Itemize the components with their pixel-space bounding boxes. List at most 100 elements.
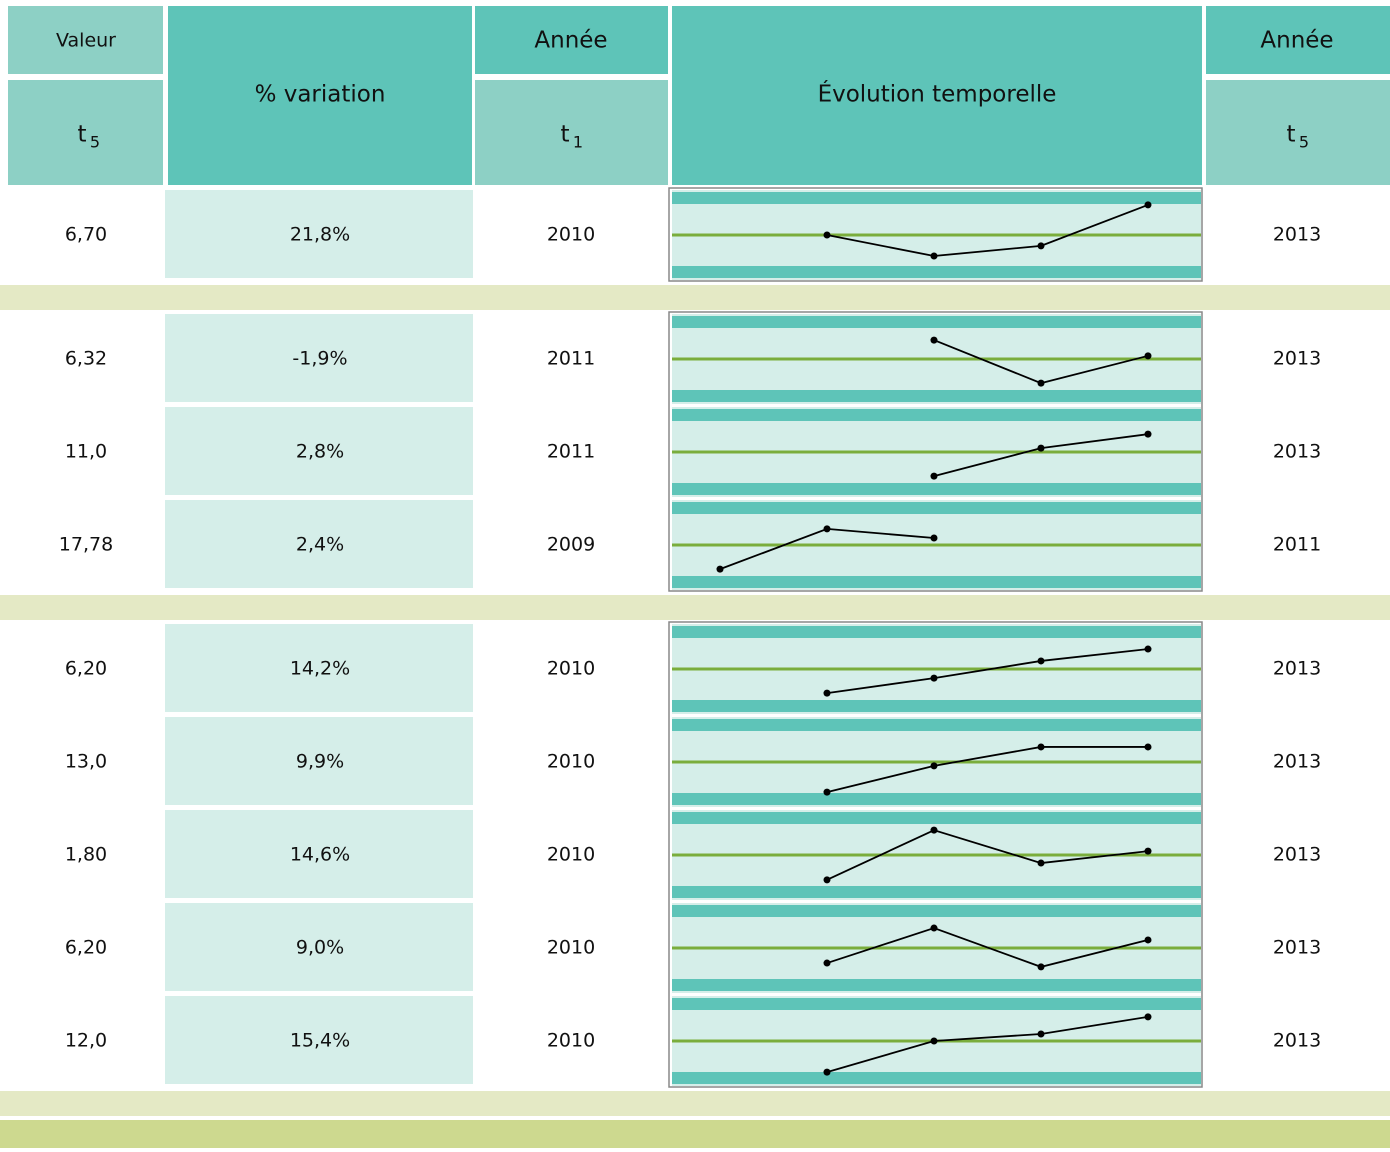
variation-cell [165,903,473,991]
cell-text: 9,0% [296,937,344,959]
header-sub: 5 [1299,133,1309,152]
cell-text: 2013 [1273,844,1321,866]
cell-text: 6,20 [65,658,107,680]
cell-text: 2013 [1273,751,1321,773]
cell-text: 17,78 [59,534,113,556]
cell-text: 6,20 [65,937,107,959]
spark-point [1144,936,1152,944]
spark-point [1144,847,1152,855]
cell-text: 2010 [547,1030,595,1052]
spark-point [1037,242,1045,250]
header-cell [1206,6,1390,74]
cell-text: 2010 [547,844,595,866]
spark-band [672,390,1201,402]
cell-text: 2009 [547,534,595,556]
spark-point [1144,430,1152,438]
header-text: t [77,122,86,148]
cell-text: 2013 [1273,441,1321,463]
header-text: Évolution temporelle [818,80,1057,108]
spark-band [672,886,1201,898]
spark-line [826,927,1149,968]
cell-text: 2013 [1273,1030,1321,1052]
spark-point [930,762,938,770]
header-cell [8,80,163,185]
variation-cell [165,314,473,402]
spark-point [930,924,938,932]
footer-band [0,1120,1390,1148]
spark-band [672,266,1201,278]
header-text: Valeur [56,30,116,52]
spark-point [930,472,938,480]
header-cell [168,6,472,185]
spark-point [930,674,938,682]
spark-point [823,689,831,697]
separator-band [0,285,1390,310]
spark-line [826,746,1148,793]
variation-cell [165,407,473,495]
header-text: Année [534,28,607,54]
spark-line [826,829,1149,881]
spark-point [1037,379,1045,387]
cell-text: 15,4% [290,1030,350,1052]
cell-text: 2011 [1273,534,1321,556]
header-sub: 1 [573,133,583,152]
spark-border [668,311,1203,592]
variation-cell [165,810,473,898]
header-text: Année [1260,28,1333,54]
header-text: t [560,122,569,148]
spark-point [1037,1030,1045,1038]
spark-point [1144,645,1152,653]
spark-band [672,483,1201,495]
spark-band [672,576,1201,588]
header-cell [1206,80,1390,185]
spark-band [672,812,1201,824]
cell-text: 2010 [547,658,595,680]
spark-point [1144,352,1152,360]
cell-text: 2011 [547,441,595,463]
header-cell [8,6,163,74]
cell-text: 14,6% [290,844,350,866]
spark-point [823,1068,831,1076]
cell-text: -1,9% [292,348,347,370]
spark-border [668,187,1203,282]
header-text: t [1286,122,1295,148]
spark-point [1037,743,1045,751]
spark-band [672,1072,1201,1084]
spark-point [716,565,724,573]
spark-line [826,204,1149,257]
spark-point [823,788,831,796]
cell-text: 11,0 [65,441,107,463]
cell-text: 2010 [547,937,595,959]
spark-band [672,316,1201,328]
spark-point [823,959,831,967]
spark-band [672,998,1201,1010]
spark-band [672,979,1201,991]
cell-text: 2011 [547,348,595,370]
spark-point [823,231,831,239]
cell-text: 12,0 [65,1030,107,1052]
spark-band [672,719,1201,731]
spark-point [1144,1013,1152,1021]
cell-text: 14,2% [290,658,350,680]
cell-text: 21,8% [290,224,350,246]
spark-point [1037,657,1045,665]
spark-point [930,826,938,834]
spark-band [672,502,1201,514]
spark-border [668,621,1203,1088]
header-cell [672,6,1202,185]
spark-band [672,700,1201,712]
spark-band [672,409,1201,421]
cell-text: 2010 [547,751,595,773]
spark-point [930,252,938,260]
spark-point [1037,444,1045,452]
header-cell [475,80,668,185]
spark-band [672,793,1201,805]
cell-text: 2013 [1273,348,1321,370]
cell-text: 9,9% [296,751,344,773]
spark-point [1037,859,1045,867]
spark-point [1144,201,1152,209]
variation-cell [165,624,473,712]
variation-cell [165,500,473,588]
header-cell [475,6,668,74]
spark-band [672,905,1201,917]
